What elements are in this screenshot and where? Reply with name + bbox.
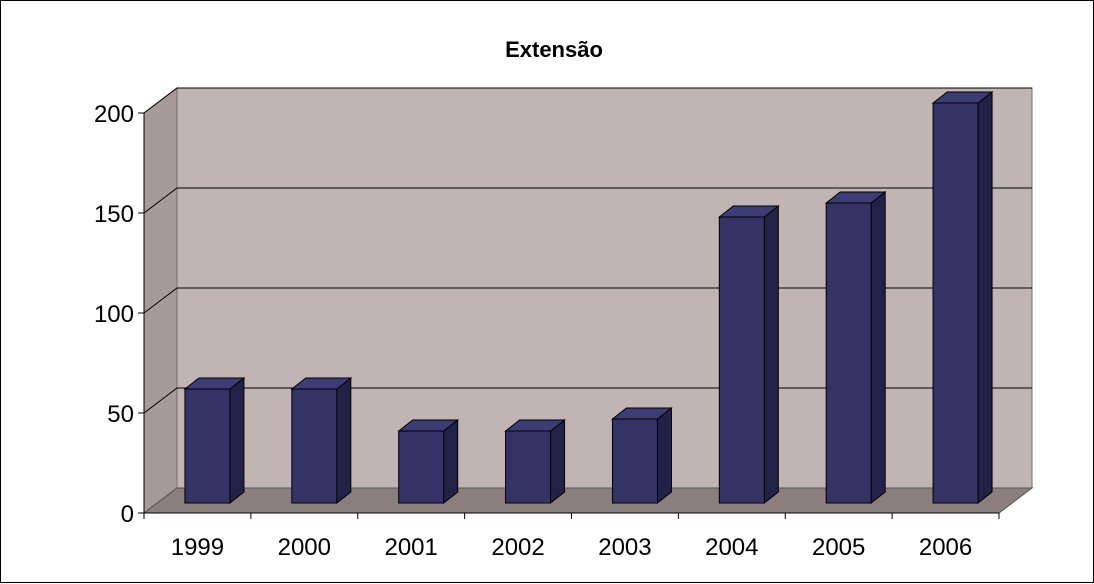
bar-front <box>292 389 337 503</box>
y-tick-label: 200 <box>94 101 134 128</box>
bar-side <box>337 378 351 503</box>
bar-front <box>612 419 657 503</box>
bar-front <box>185 389 230 503</box>
bar-front <box>399 431 444 503</box>
bar-side <box>764 206 778 503</box>
bar-side <box>871 192 885 503</box>
bar-2004 <box>719 206 778 503</box>
y-tick-label: 50 <box>107 401 134 428</box>
bar-front <box>506 431 551 503</box>
bar-front <box>826 203 871 503</box>
bar-side <box>230 378 244 503</box>
bar-side <box>444 420 458 503</box>
bar-front <box>933 103 978 503</box>
bar-side <box>657 408 671 503</box>
y-tick-label: 0 <box>121 501 134 528</box>
bar-1999 <box>185 378 244 503</box>
bar-side <box>978 92 992 503</box>
x-tick-label: 2001 <box>384 534 437 561</box>
bar-side <box>551 420 565 503</box>
x-tick-labels: 1999 2000 2001 2002 2003 2004 2005 2006 <box>144 513 999 561</box>
y-tick-label: 150 <box>94 201 134 228</box>
bar-2000 <box>292 378 351 503</box>
bar-2001 <box>399 420 458 503</box>
x-tick-label: 1999 <box>171 534 224 561</box>
bar-2002 <box>506 420 565 503</box>
x-tick-label: 2005 <box>812 534 865 561</box>
x-tick-label: 2003 <box>598 534 651 561</box>
plot-walls <box>144 88 1032 513</box>
x-tick-label: 2000 <box>278 534 331 561</box>
x-tick-label: 2004 <box>705 534 758 561</box>
y-tick-label: 100 <box>94 301 134 328</box>
bar-2006 <box>933 92 992 503</box>
x-tick-label: 2002 <box>491 534 544 561</box>
y-tick-labels: 0 50 100 150 200 <box>94 101 144 528</box>
bar-2003 <box>612 408 671 503</box>
floor <box>144 488 1032 513</box>
bar-front <box>719 217 764 503</box>
bar-2005 <box>826 192 885 503</box>
x-tick-label: 2006 <box>919 534 972 561</box>
chart-title: Extensão <box>505 37 603 62</box>
